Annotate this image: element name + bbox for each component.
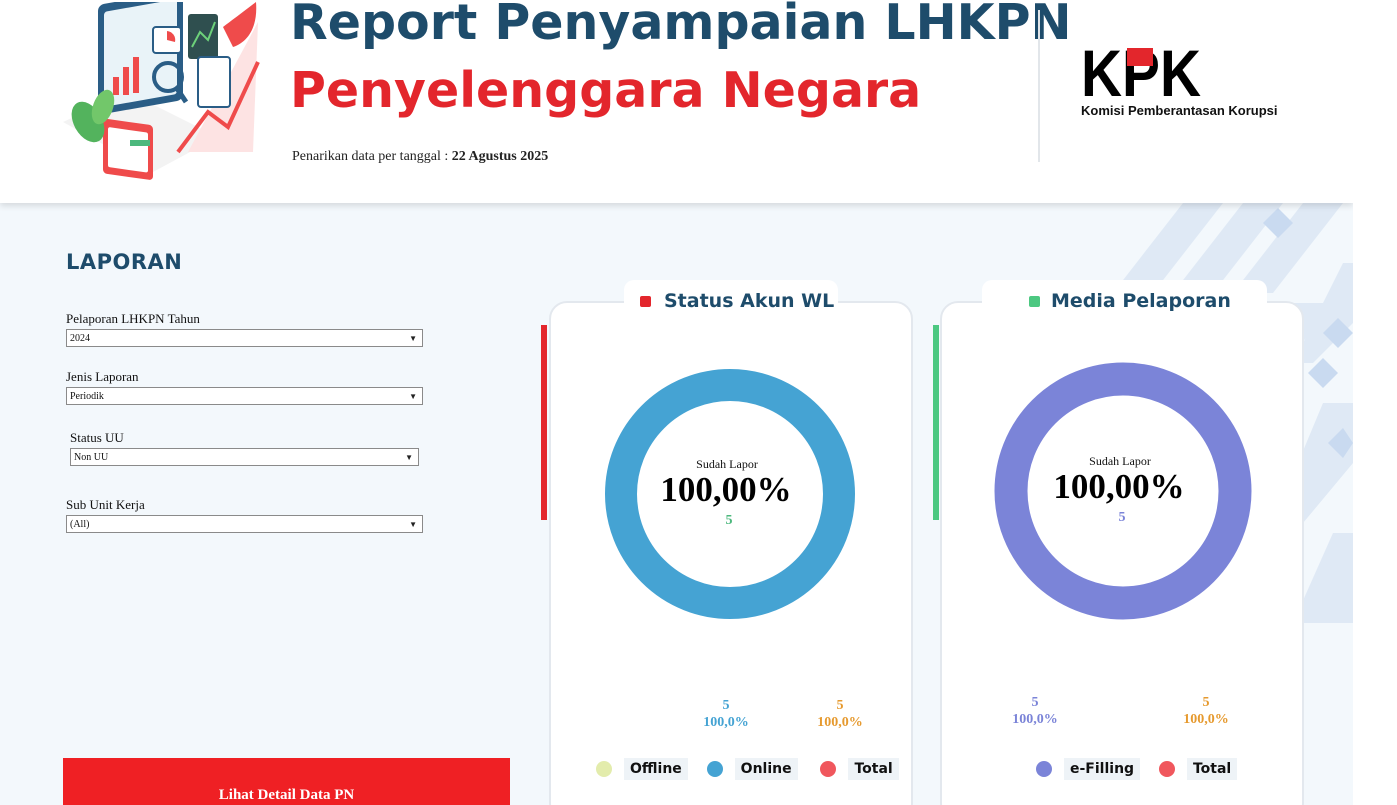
- chevron-down-icon: ▼: [405, 453, 413, 462]
- status-akun-title: Status Akun WL: [624, 280, 838, 320]
- media-title-text: Media Pelaporan: [1051, 290, 1231, 312]
- legend-label: e-Filling: [1064, 758, 1141, 780]
- filter-label-status-uu: Status UU: [70, 430, 124, 445]
- status-akun-donut[interactable]: [604, 368, 856, 620]
- efilling-swatch-icon: [1036, 761, 1052, 777]
- online-stat-count: 5: [722, 698, 730, 713]
- legend-label: Total: [848, 758, 899, 780]
- lihat-detail-button[interactable]: Lihat Detail Data PN: [63, 758, 510, 805]
- legend-label: Online: [734, 758, 798, 780]
- chevron-down-icon: ▼: [409, 392, 417, 401]
- filter-label-sub-unit: Sub Unit Kerja: [66, 497, 145, 512]
- jenis-laporan-select[interactable]: Periodik ▼: [66, 387, 423, 405]
- report-subtitle: Penyelenggara Negara: [290, 62, 922, 119]
- total-stat-pct: 100,0%: [817, 715, 863, 730]
- media-dot-icon: [1029, 296, 1040, 307]
- online-stat-pct: 100,0%: [703, 715, 749, 730]
- total-stat-count: 5: [836, 698, 844, 713]
- legend-item-online[interactable]: Online: [706, 758, 798, 780]
- chevron-down-icon: ▼: [409, 334, 417, 343]
- media-center-label: Sudah Lapor: [1089, 454, 1151, 468]
- dashboard-page: Report Penyampaian LHKPN Penyelenggara N…: [0, 0, 1353, 805]
- status-akun-accent-bar: [541, 325, 547, 520]
- media-center-pct: 100,00%: [1053, 467, 1185, 506]
- media-center-count: 5: [1118, 510, 1126, 525]
- media-total-stat-count: 5: [1202, 695, 1210, 710]
- report-illustration-icon: [63, 2, 260, 180]
- data-date-value: 22 Agustus 2025: [451, 149, 549, 164]
- report-title: Report Penyampaian LHKPN: [290, 0, 1072, 51]
- status-akun-center-count: 5: [725, 513, 733, 528]
- status-uu-select[interactable]: Non UU ▼: [70, 448, 419, 466]
- jenis-laporan-value: Periodik: [70, 391, 104, 402]
- online-slice[interactable]: [605, 369, 855, 619]
- sub-unit-select[interactable]: (All) ▼: [66, 515, 423, 533]
- data-date: Penarikan data per tanggal : 22 Agustus …: [292, 149, 548, 165]
- total-stat: 5 100,0%: [800, 697, 880, 731]
- chevron-down-icon: ▼: [409, 520, 417, 529]
- efilling-slice[interactable]: [994, 362, 1252, 620]
- status-uu-value: Non UU: [74, 452, 109, 463]
- laporan-heading: LAPORAN: [66, 250, 183, 274]
- legend-label: Total: [1186, 758, 1238, 780]
- legend-label: Offline: [624, 758, 688, 780]
- legend-item-efilling[interactable]: e-Filling: [1036, 758, 1141, 780]
- efilling-stat: 5 100,0%: [995, 694, 1075, 728]
- efilling-stat-count: 5: [1031, 695, 1039, 710]
- total-swatch-icon: [820, 761, 837, 777]
- header-divider: [1038, 10, 1040, 162]
- filter-label-jenis: Jenis Laporan: [66, 369, 139, 384]
- report-header: Report Penyampaian LHKPN Penyelenggara N…: [0, 0, 1353, 203]
- online-stat: 5 100,0%: [686, 697, 766, 731]
- status-akun-center-pct: 100,00%: [660, 470, 792, 509]
- media-pelaporan-title: Media Pelaporan: [982, 280, 1267, 320]
- data-date-prefix: Penarikan data per tanggal :: [292, 149, 452, 164]
- kpk-logo-icon: KPK: [1081, 44, 1201, 100]
- status-akun-dot-icon: [640, 296, 651, 307]
- media-total-stat-pct: 100,0%: [1183, 712, 1229, 727]
- sub-unit-value: (All): [70, 519, 90, 530]
- legend-item-media-total[interactable]: Total: [1158, 758, 1238, 780]
- media-accent-bar: [933, 325, 939, 520]
- status-akun-center-label: Sudah Lapor: [696, 457, 758, 471]
- offline-swatch-icon: [596, 761, 612, 777]
- tahun-select[interactable]: 2024 ▼: [66, 329, 423, 347]
- legend-item-offline[interactable]: Offline: [596, 758, 688, 780]
- media-legend: e-Filling Total: [1036, 758, 1238, 780]
- total-swatch-icon: [1158, 761, 1175, 777]
- online-swatch-icon: [706, 761, 723, 777]
- efilling-stat-pct: 100,0%: [1012, 712, 1058, 727]
- legend-item-total[interactable]: Total: [820, 758, 899, 780]
- filter-label-tahun: Pelaporan LHKPN Tahun: [66, 311, 200, 326]
- media-total-stat: 5 100,0%: [1166, 694, 1246, 728]
- media-pelaporan-donut[interactable]: [993, 362, 1253, 622]
- kpk-logo-subtitle: Komisi Pemberantasan Korupsi: [1081, 103, 1278, 118]
- status-akun-legend: Offline Online Total: [596, 758, 899, 780]
- status-akun-title-text: Status Akun WL: [664, 290, 835, 312]
- tahun-select-value: 2024: [70, 333, 90, 344]
